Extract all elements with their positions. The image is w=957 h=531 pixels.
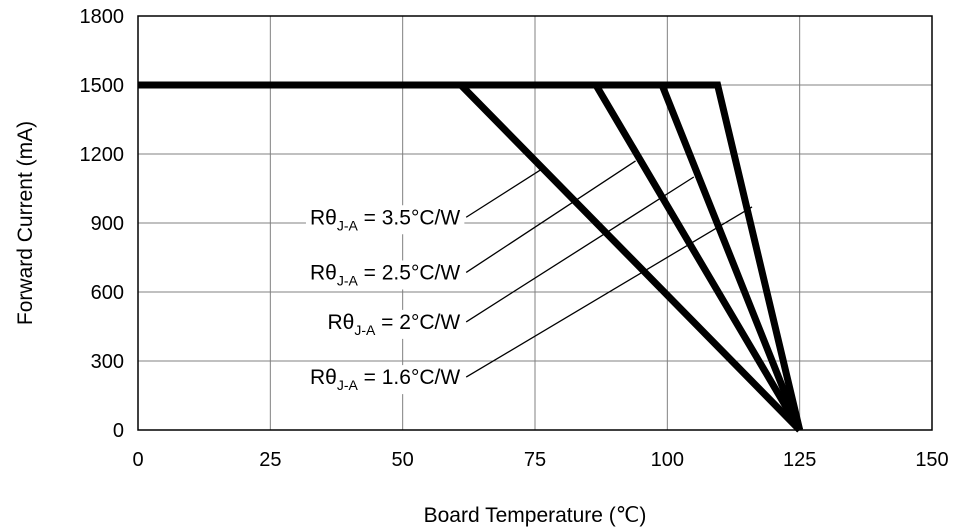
series-line-r16 [138, 81, 804, 431]
annotation-label-r2: RθJ-A = 2°C/W [327, 311, 460, 338]
x-tick-labels: 0 25 50 75 100 125 150 [132, 449, 948, 471]
leader-line-r25 [465, 160, 636, 273]
leader-line-r35 [465, 169, 541, 218]
y-tick-label: 1800 [80, 6, 125, 28]
annotation-subscript: J-A [354, 322, 376, 338]
annotation-prefix: Rθ [310, 206, 337, 229]
annotation-label-background [323, 309, 465, 339]
annotation-label-background [305, 205, 465, 235]
y-tick-label: 1500 [80, 75, 125, 97]
grid-lines [138, 16, 932, 430]
annotation-label-r35: RθJ-A = 3.5°C/W [310, 206, 460, 233]
series-line-r25 [138, 81, 803, 432]
annotation-label-background [305, 260, 465, 290]
annotation-leaders [465, 160, 753, 378]
plot-frame [137, 15, 933, 431]
y-tick-labels: 0 300 600 900 1200 1500 1800 [80, 6, 125, 442]
y-tick-label: 0 [113, 420, 124, 442]
x-tick-label: 100 [651, 449, 684, 471]
annotation-suffix: = 1.6°C/W [358, 366, 461, 389]
y-axis-label: Forward Current (mA) [14, 121, 37, 325]
annotation-prefix: Rθ [310, 261, 337, 284]
annotation-subscript: J-A [337, 377, 359, 393]
annotation-label-r16: RθJ-A = 1.6°C/W [310, 366, 460, 393]
y-tick-label: 900 [91, 213, 124, 235]
x-tick-label: 50 [392, 449, 414, 471]
leader-line-r2 [465, 176, 695, 323]
y-tick-label: 300 [91, 351, 124, 373]
y-tick-label: 1200 [80, 144, 125, 166]
annotation-subscript: J-A [337, 217, 359, 233]
x-axis-label: Board Temperature (℃) [424, 504, 647, 527]
x-tick-label: 150 [915, 449, 948, 471]
x-tick-label: 25 [259, 449, 281, 471]
annotation-label-r25: RθJ-A = 2.5°C/W [310, 261, 460, 288]
x-tick-label: 75 [524, 449, 546, 471]
x-tick-label: 0 [132, 449, 143, 471]
annotation-suffix: = 2°C/W [375, 311, 460, 334]
series-lines [138, 81, 804, 433]
annotation-subscript: J-A [337, 272, 359, 288]
annotation-suffix: = 3.5°C/W [358, 206, 461, 229]
leader-line-r16 [465, 206, 753, 378]
annotation-prefix: Rθ [327, 311, 354, 334]
annotation-prefix: Rθ [310, 366, 337, 389]
y-tick-label: 600 [91, 282, 124, 304]
annotation-label-background [305, 365, 465, 395]
x-tick-label: 125 [783, 449, 816, 471]
annotation-suffix: = 2.5°C/W [358, 261, 461, 284]
